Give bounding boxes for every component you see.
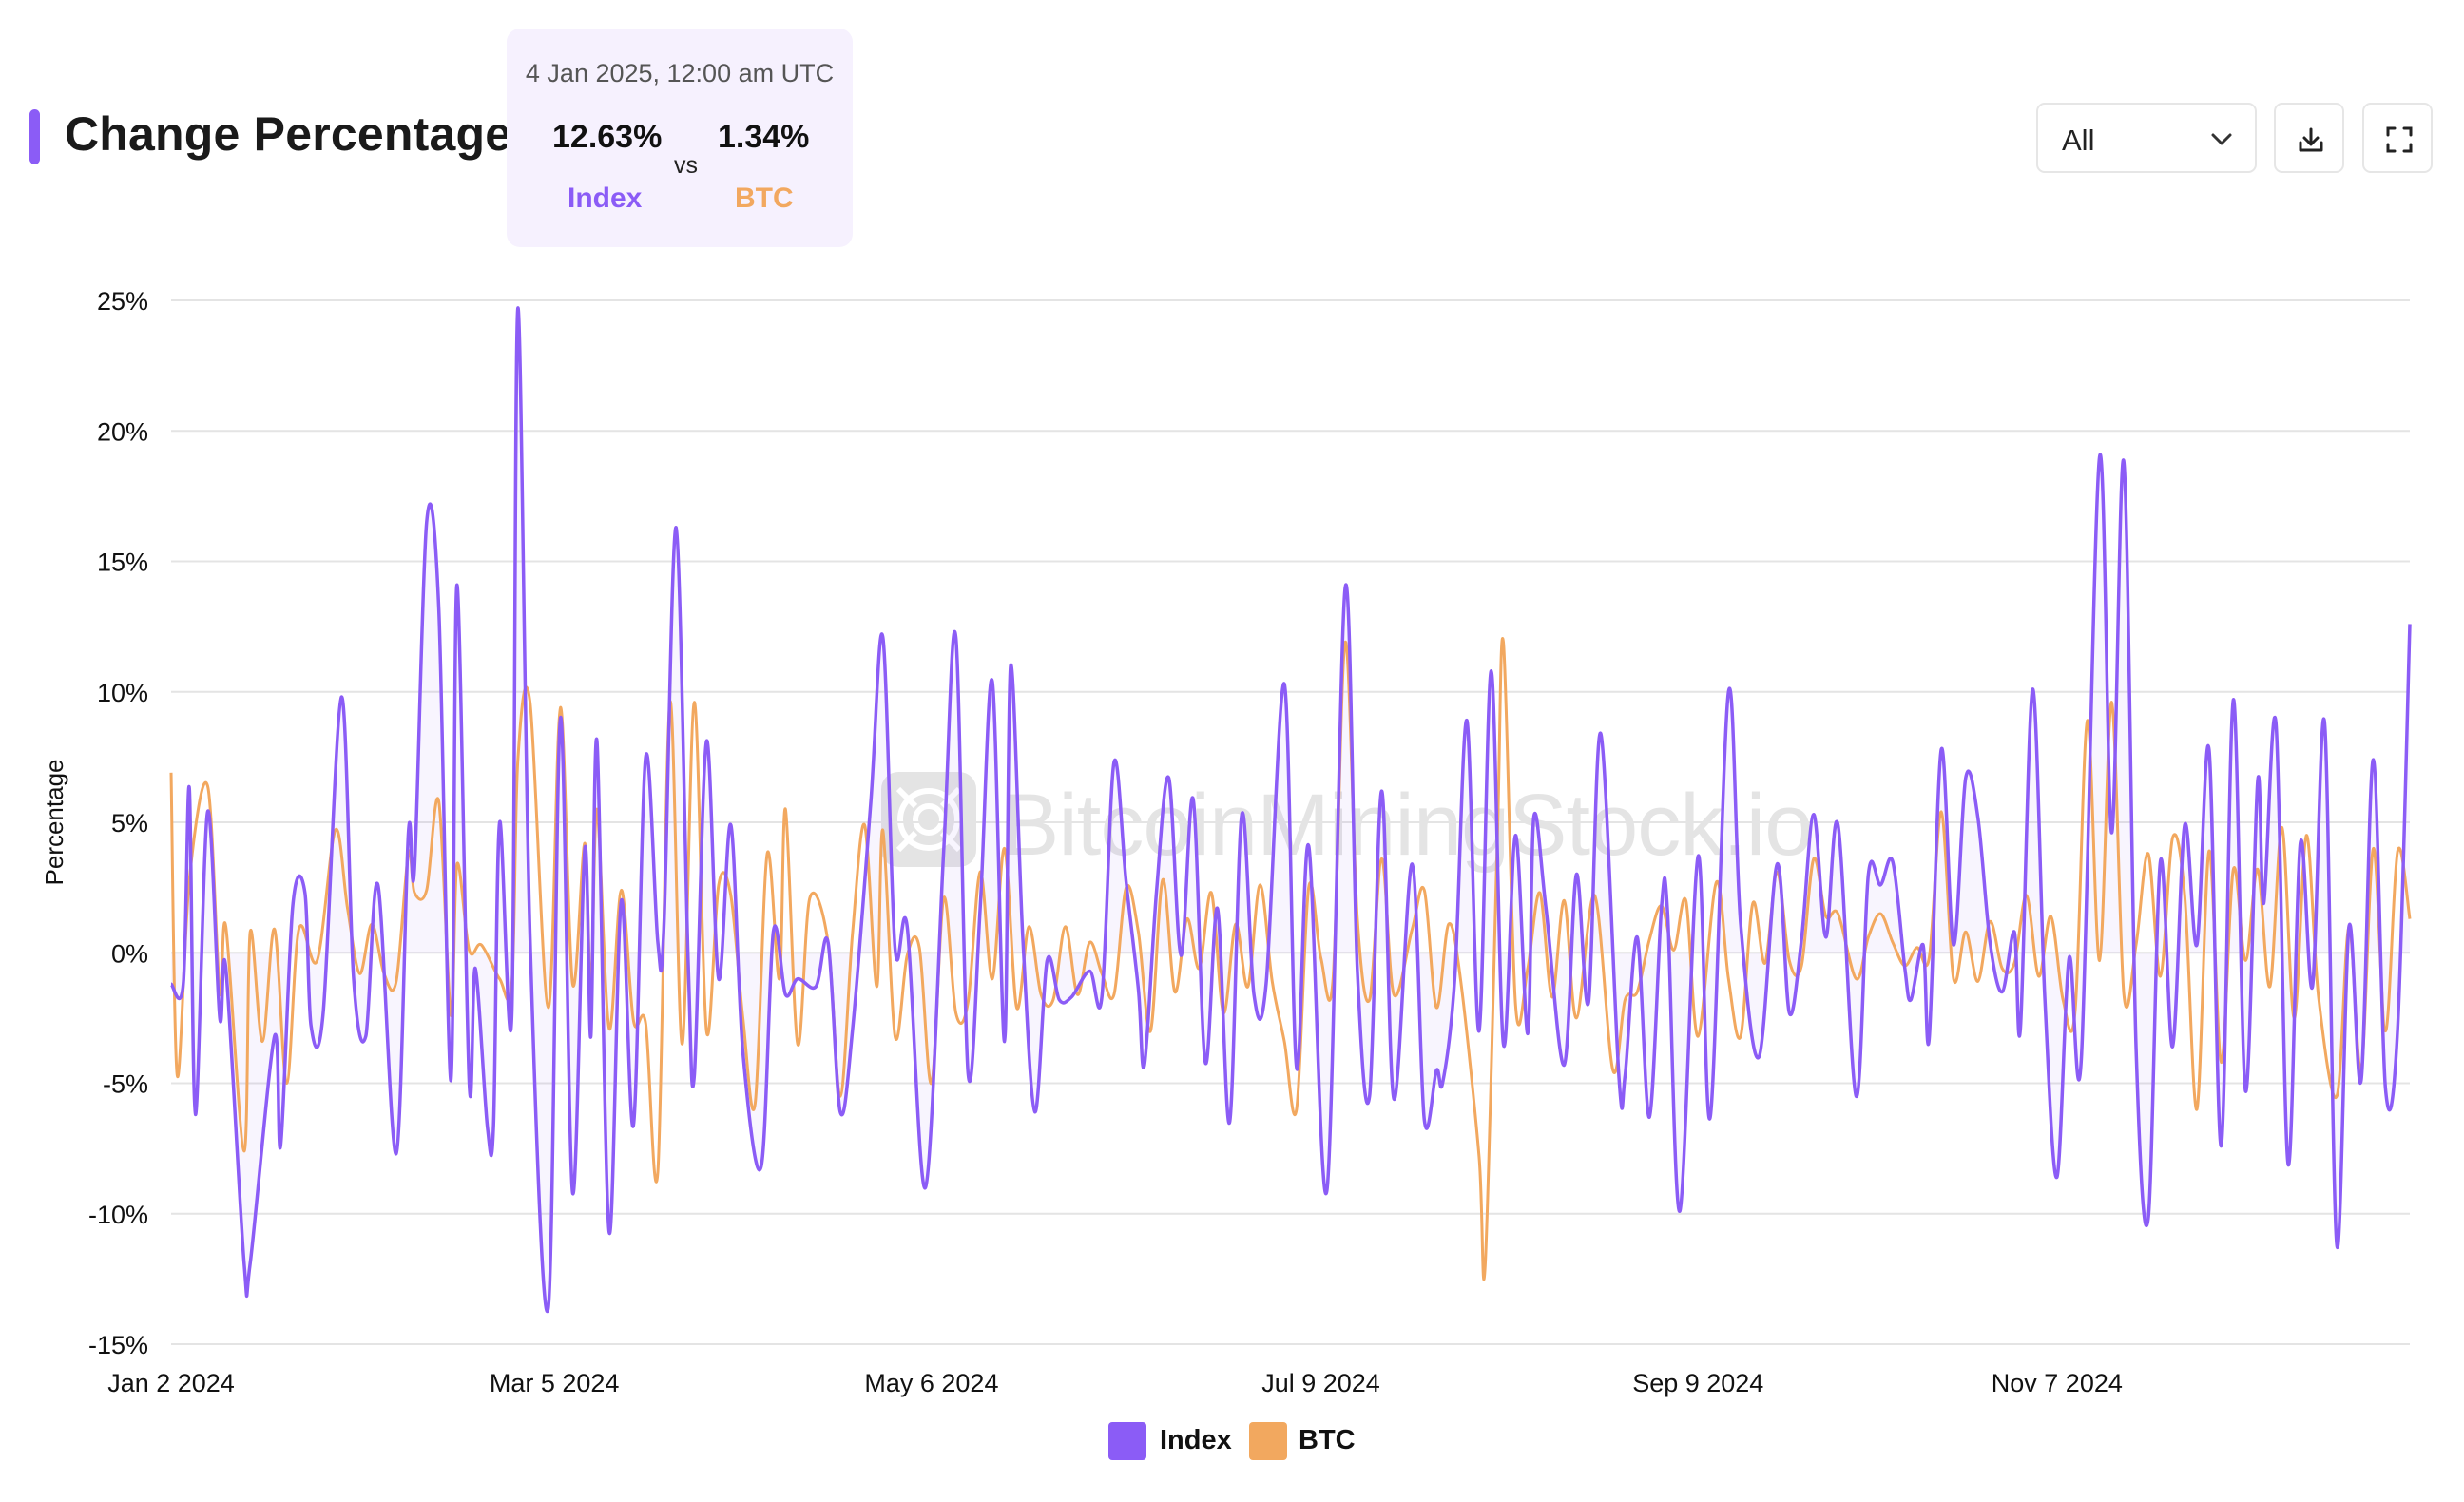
y-tick-label: 20% <box>97 417 148 446</box>
range-select[interactable]: All <box>2036 103 2257 173</box>
legend-item-btc[interactable]: BTC <box>1249 1422 1363 1462</box>
y-tick-label: -15% <box>88 1331 148 1359</box>
series-line-index <box>169 306 2412 1313</box>
tooltip-btc-value: 1.34% <box>718 119 810 155</box>
legend-label-btc: BTC <box>1299 1425 1356 1455</box>
chevron-down-icon <box>2211 133 2232 145</box>
tooltip-date: 4 Jan 2025, 12:00 am UTC <box>525 59 835 87</box>
fullscreen-button[interactable] <box>2362 103 2433 173</box>
y-tick-label: 10% <box>97 679 148 707</box>
y-tick-label: -5% <box>103 1070 148 1099</box>
watermark-text: BitcoinMiningStock.io <box>1001 777 1813 874</box>
download-button[interactable] <box>2274 103 2344 173</box>
x-tick-label: Mar 5 2024 <box>490 1369 620 1397</box>
x-tick-label: Sep 9 2024 <box>1632 1369 1763 1397</box>
tooltip-index-label: Index <box>568 183 643 214</box>
y-axis-label: Percentage <box>40 760 68 886</box>
x-tick-label: Jul 9 2024 <box>1261 1369 1380 1397</box>
fullscreen-icon <box>2386 126 2413 153</box>
watermark-logo-icon <box>881 772 976 867</box>
y-tick-label: 25% <box>97 287 148 316</box>
tooltip-vs: vs <box>674 152 698 179</box>
x-tick-label: Nov 7 2024 <box>1992 1369 2123 1397</box>
legend-swatch-btc <box>1249 1422 1287 1460</box>
range-select-value: All <box>2062 124 2095 157</box>
x-tick-label: May 6 2024 <box>864 1369 998 1397</box>
page-title: Change Percentage <box>65 107 512 161</box>
x-tick-label: Jan 2 2024 <box>107 1369 235 1397</box>
y-tick-label: -10% <box>88 1201 148 1229</box>
hover-tooltip: 4 Jan 2025, 12:00 am UTC 12.63% vs 1.34%… <box>507 29 853 247</box>
download-icon <box>2299 127 2323 152</box>
y-tick-label: 0% <box>111 939 148 968</box>
tooltip-index-value: 12.63% <box>552 119 663 155</box>
legend-item-index[interactable]: Index <box>1108 1422 1232 1462</box>
legend: Index BTC <box>1108 1422 1365 1462</box>
watermark: BitcoinMiningStock.io <box>879 770 1813 879</box>
y-tick-label: 15% <box>97 549 148 577</box>
y-tick-label: 5% <box>111 809 148 838</box>
title-accent-bar <box>29 109 40 164</box>
legend-label-index: Index <box>1160 1425 1232 1455</box>
legend-swatch-index <box>1108 1422 1146 1460</box>
tooltip-btc-label: BTC <box>735 183 794 214</box>
